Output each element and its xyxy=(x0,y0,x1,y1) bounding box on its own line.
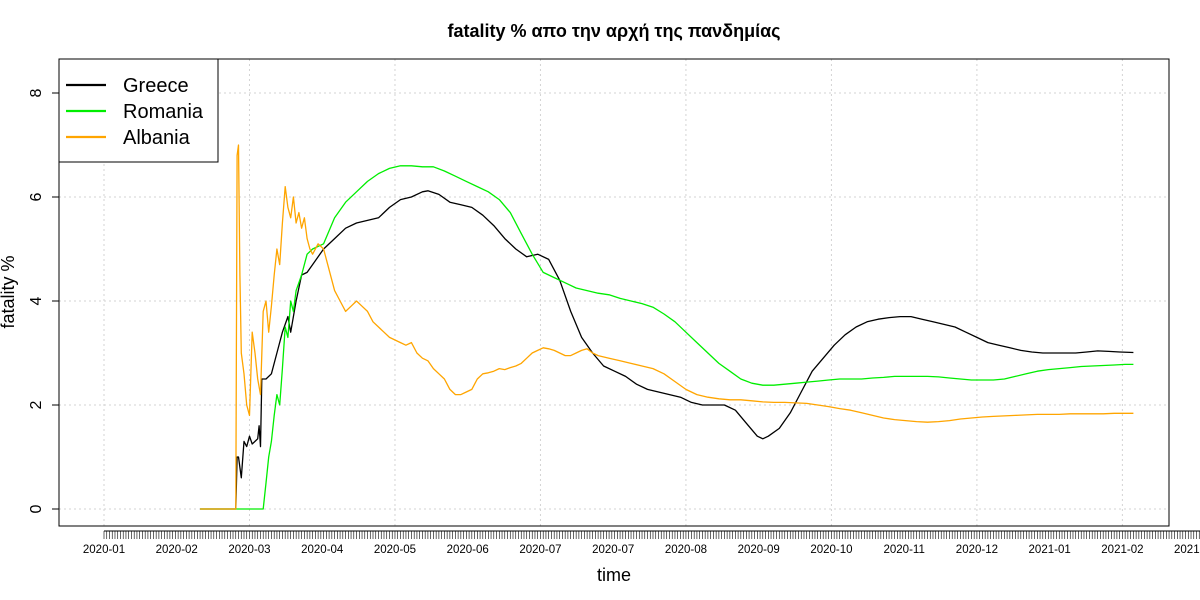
x-axis: 2020-01 2020-02 2020-03 2020-04 2020-05 2020-… xyxy=(83,530,1200,556)
legend-label-albania: Albania xyxy=(123,127,191,149)
legend-label-greece: Greece xyxy=(123,75,189,97)
x-tick-label: 2020-06 xyxy=(447,544,489,556)
y-axis-label: fatality % xyxy=(0,255,18,328)
x-tick-label: 2021-01 xyxy=(1029,544,1071,556)
x-tick-label: 2020-01 xyxy=(83,544,125,556)
x-tick-label: 2020-10 xyxy=(810,544,852,556)
x-tick-label: 2021-02 xyxy=(1101,544,1143,556)
x-tick-label: 2020-09 xyxy=(738,544,780,556)
series-line-greece xyxy=(200,190,1134,510)
y-tick-label: 6 xyxy=(28,192,45,201)
x-tick-label: 2021-03 xyxy=(1174,544,1200,556)
x-tick-label: 2020-08 xyxy=(665,544,707,556)
series-layer xyxy=(200,144,1134,510)
legend-label-romania: Romania xyxy=(123,101,204,123)
x-tick-label: 2020-07 xyxy=(592,544,634,556)
x-tick-label: 2020-07 xyxy=(519,544,561,556)
y-tick-label: 8 xyxy=(28,88,45,97)
chart-title: fatality % απο την αρχή της πανδημίας xyxy=(447,21,780,41)
x-tick-label: 2020-04 xyxy=(301,544,344,556)
y-tick-label: 2 xyxy=(28,400,45,409)
x-tick-label: 2020-12 xyxy=(956,544,998,556)
x-tick-label: 2020-11 xyxy=(883,544,924,556)
x-axis-label: time xyxy=(597,565,631,585)
series-line-albania xyxy=(200,144,1134,510)
x-tick-label: 2020-05 xyxy=(374,544,416,556)
y-tick-label: 0 xyxy=(28,504,45,513)
x-tick-label: 2020-03 xyxy=(228,544,270,556)
legend: Greece Romania Albania xyxy=(58,58,219,163)
y-tick-label: 4 xyxy=(28,296,45,305)
series-line-romania xyxy=(200,165,1134,510)
x-tick-label: 2020-02 xyxy=(156,544,198,556)
